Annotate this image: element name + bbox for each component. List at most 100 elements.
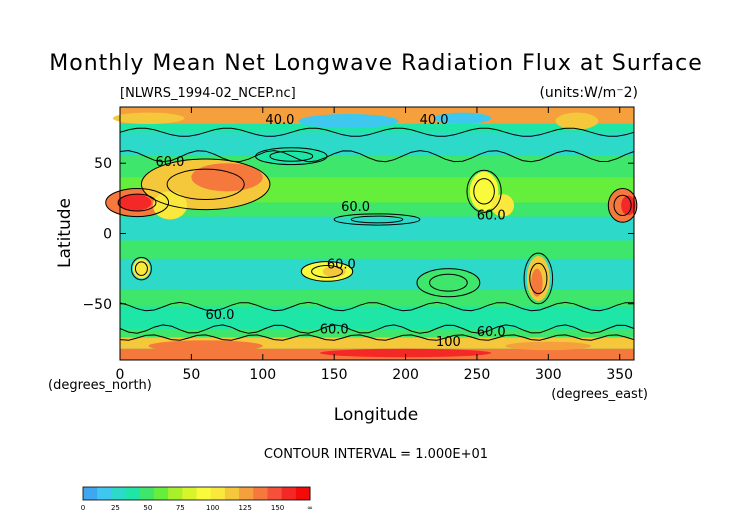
x-tick-label: 50 [182,367,200,383]
colorbar-tick-label: 100 [206,504,219,512]
colorbar-tick-label: 25 [111,504,120,512]
colorbar: 0 25 50 75 100 125 150 ∞ [81,486,313,512]
x-tick-label: 150 [321,367,348,383]
flux-band [120,132,634,157]
contour-label: 60.0 [320,322,349,337]
contour-line [166,168,245,200]
contour-line [119,334,635,341]
contour-line [529,262,548,295]
flux-feature [117,194,152,212]
flux-band [120,240,634,259]
x-tick-label: 200 [392,367,419,383]
flux-feature [298,114,399,129]
contour-label: 60.0 [205,308,234,323]
y-axis-title: Latitude [55,198,75,268]
contour-label: 60.0 [477,208,506,223]
colorbar-swatch [83,487,98,500]
contour-label: 40.0 [265,113,294,128]
flux-feature [505,341,592,351]
flux-band [120,337,634,349]
colorbar-swatch [97,487,112,500]
colorbar-swatch [281,487,297,500]
contour-line [607,188,638,223]
y-tick-label: 50 [94,156,112,172]
colorbar-swatch [295,487,311,500]
x-tick-label: 100 [249,367,276,383]
contour-labels: 40.0 40.0 60.0 60.0 60.0 60.0 60.0 60.0 60.0 100 [155,113,505,350]
contour-label: 100 [436,335,461,350]
flux-band [120,306,634,330]
y-tick-label: −50 [82,297,112,313]
units-label: (units:W/m⁻2) [539,85,638,101]
colorbar-tick-label: 50 [143,504,152,512]
flux-feature [191,163,263,192]
contour-line [140,158,271,211]
flux-band [120,216,634,241]
flux-feature [148,340,263,352]
contour-line [311,265,343,278]
contour-line [350,215,404,224]
x-unit-label: (degrees_east) [551,387,648,402]
flux-feature [112,112,185,124]
contour-lines [105,127,638,341]
flux-feature [319,348,492,358]
colorbar-swatch [182,487,197,500]
contour-line [105,188,170,218]
contour-line [333,213,421,226]
contour-line [130,256,152,281]
flux-feature [621,195,636,216]
flux-band [120,329,634,338]
contour-interval-label: CONTOUR INTERVAL = 1.000E+01 [264,447,488,462]
colorbar-swatch [139,487,155,500]
x-axis-ticks: 0 50 100 150 200 250 300 350 [116,107,633,383]
contour-line [119,127,635,137]
flux-feature [531,268,543,297]
flux-band [120,123,634,133]
contour-line [523,252,554,305]
flux-feature [491,194,515,217]
flux-feature [416,268,480,297]
colorbar-swatch [224,487,240,500]
chart-title: Monthly Mean Net Longwave Radiation Flux… [49,51,703,76]
colorbar-swatch [168,487,183,500]
contour-line [119,301,635,312]
colorbar-tick-label: 0 [81,504,85,512]
contour-label: 60.0 [477,325,506,340]
plot-area: 40.0 40.0 60.0 60.0 60.0 60.0 60.0 60.0 60.0 100 [105,106,638,361]
colorbar-swatch [239,487,254,500]
x-tick-label: 250 [464,367,491,383]
colorbar-swatch [125,487,141,500]
contour-line [269,150,314,162]
contour-line [119,324,635,334]
contour-line [300,261,354,282]
contour-label: 60.0 [327,258,356,273]
colorbar-swatch [196,487,212,500]
contour-line [134,261,148,276]
contour-line [117,193,157,212]
flux-field [120,107,634,360]
colorbar-swatch [253,487,268,500]
contour-label: 40.0 [420,113,449,128]
colorbar-swatch [210,487,226,500]
flux-feature [434,112,492,124]
y-tick-label: 0 [103,227,112,243]
contour-line [473,178,495,205]
contour-line [429,273,468,292]
contour-line [613,194,632,217]
file-label: [NLWRS_1994-02_NCEP.nc] [120,86,296,101]
colorbar-swatch [267,487,283,500]
y-axis-ticks: 50 0 −50 [82,156,634,313]
flux-feature [555,112,599,130]
contour-line [466,169,502,213]
colorbar-tick-label: 125 [238,504,251,512]
contour-line [119,150,635,163]
contour-line [416,268,481,298]
colorbar-tick-label: ∞ [307,504,313,512]
contour-label: 60.0 [155,155,184,170]
colorbar-swatch [111,487,127,500]
contour-label: 60.0 [341,200,370,215]
colorbar-tick-label: 75 [176,504,185,512]
x-axis-title: Longitude [334,405,419,425]
flux-band [120,258,634,290]
